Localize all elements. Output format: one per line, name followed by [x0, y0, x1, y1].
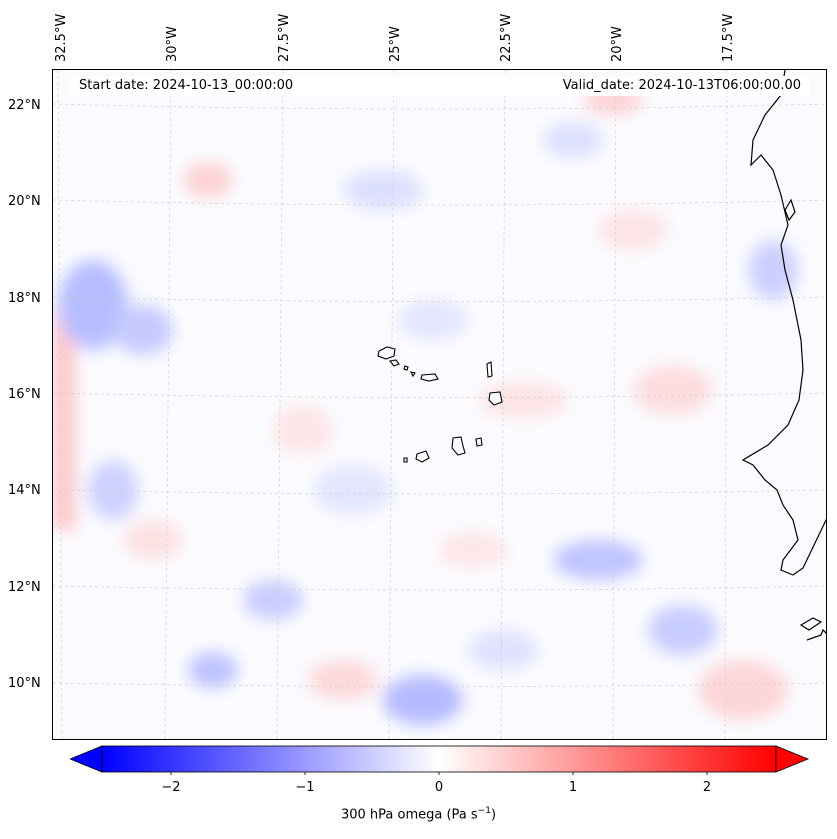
colorbar-gradient — [101, 745, 777, 773]
lat-label-20n: 20°N — [8, 194, 41, 209]
colorbar-max-extend — [775, 745, 810, 773]
lon-label-20w: 20°W — [610, 26, 625, 62]
start-date-label: Start date: 2024-10-13_00:00:00 — [79, 78, 294, 93]
valid-date-label: Valid_date: 2024-10-13T06:00:00.00 — [562, 78, 801, 93]
colorbar — [70, 745, 810, 775]
colorbar-tick-1: 1 — [568, 780, 578, 795]
colorbar-tick-0: 0 — [434, 780, 444, 795]
colorbar-min-extend — [70, 745, 103, 773]
lat-label-18n: 18°N — [8, 291, 41, 306]
colorbar-label: 300 hPa omega (Pa s−1) — [0, 806, 837, 822]
colorbar-tick-2: 2 — [702, 780, 712, 795]
lat-label-22n: 22°N — [8, 98, 41, 113]
graticule — [53, 70, 826, 739]
lon-label-25w: 25°W — [388, 26, 403, 62]
lon-label-22-5w: 22.5°W — [499, 13, 514, 62]
lat-label-10n: 10°N — [8, 676, 41, 691]
colorbar-units: (Pa s — [446, 807, 478, 823]
lon-label-27-5w: 27.5°W — [277, 13, 292, 62]
lat-label-12n: 12°N — [8, 580, 41, 595]
omega-field-map — [53, 70, 826, 739]
lon-label-17-5w: 17.5°W — [721, 13, 736, 62]
map-plot-area — [52, 69, 827, 740]
cape-verde-islands — [377, 346, 503, 463]
colorbar-variable: 300 hPa omega — [340, 807, 443, 823]
colorbar-units-exponent: −1 — [477, 806, 491, 816]
lat-label-14n: 14°N — [8, 483, 41, 498]
date-annotation-box — [69, 76, 810, 96]
colorbar-tick-minus2: −2 — [161, 780, 181, 795]
lon-label-30w: 30°W — [165, 26, 180, 62]
colorbar-units-close: ) — [490, 807, 497, 823]
lon-label-32-5w: 32.5°W — [54, 13, 69, 62]
omega-shading — [53, 85, 798, 725]
colorbar-ticks — [170, 772, 708, 775]
colorbar-tick-minus1: −1 — [295, 780, 315, 795]
coastline — [741, 70, 826, 641]
lat-label-16n: 16°N — [8, 387, 41, 402]
